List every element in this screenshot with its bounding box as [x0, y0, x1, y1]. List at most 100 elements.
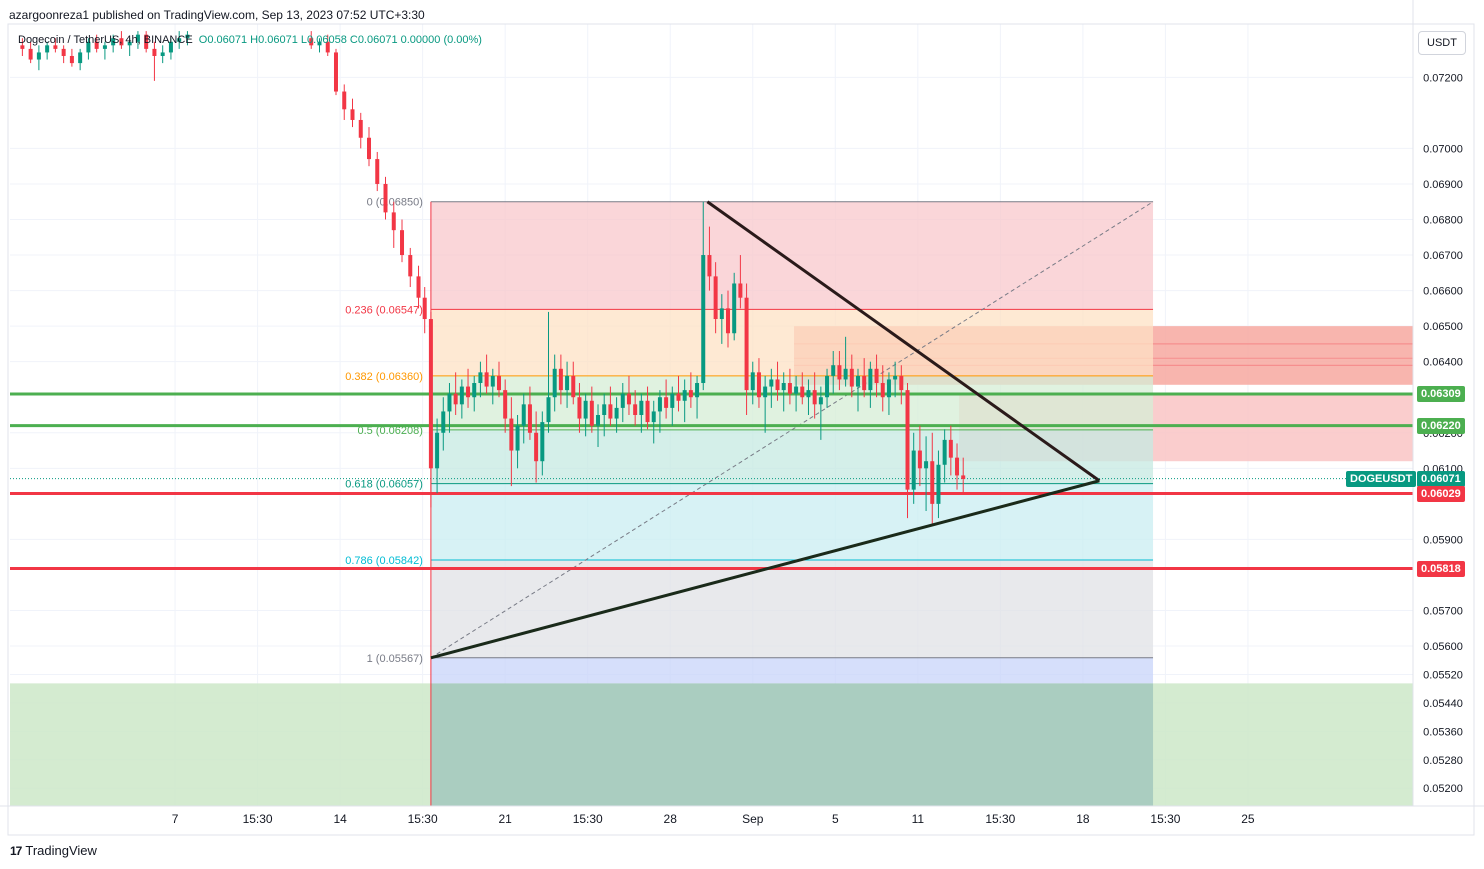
- candle-body: [893, 375, 898, 380]
- candle-body: [880, 383, 885, 398]
- candle-body: [924, 461, 929, 469]
- candle-body: [94, 41, 99, 49]
- fib-band: [430, 657, 1154, 684]
- time-tick-label: 15:30: [1150, 812, 1180, 826]
- candle-body: [818, 397, 823, 405]
- fib-level-label: 0.382 (0.06360): [345, 371, 423, 383]
- fib-band: [430, 483, 1154, 561]
- fib-band: [430, 429, 1154, 484]
- candle-body: [391, 212, 396, 231]
- candle-body: [961, 475, 966, 479]
- candle-body: [942, 439, 947, 465]
- candle-body: [726, 308, 731, 334]
- candle-body: [596, 415, 601, 426]
- price-tick-label: 0.05600: [1423, 641, 1463, 653]
- candle-body: [775, 379, 780, 391]
- candle-body: [738, 283, 743, 298]
- price-tick-label: 0.07200: [1423, 72, 1463, 84]
- fib-band: [430, 375, 1154, 430]
- candle-body: [325, 41, 330, 53]
- candle-body: [177, 38, 182, 42]
- candle-body: [478, 372, 483, 384]
- time-tick-label: 15:30: [243, 812, 273, 826]
- candle-body: [333, 52, 338, 92]
- price-tick-label: 0.05520: [1423, 669, 1463, 681]
- candle-body: [651, 411, 656, 423]
- candle-body: [608, 404, 613, 419]
- fib-level-label: 0.618 (0.06057): [345, 479, 423, 491]
- candle-body: [367, 137, 372, 160]
- price-tick-label: 0.05200: [1423, 783, 1463, 795]
- candle-body: [135, 34, 140, 42]
- candle-body: [515, 425, 520, 451]
- candle-body: [936, 464, 941, 504]
- candle-body: [688, 390, 693, 398]
- candle-body: [119, 38, 124, 46]
- candle-body: [701, 255, 706, 384]
- price-label: 0.06309: [1417, 386, 1465, 403]
- candle-body: [102, 45, 107, 49]
- candle-body: [185, 34, 190, 39]
- candle-body: [831, 365, 836, 376]
- price-tick-label: 0.05700: [1423, 606, 1463, 618]
- candle-body: [806, 390, 811, 398]
- candle-body: [400, 230, 405, 256]
- candle-body: [676, 393, 681, 401]
- candle-body: [350, 109, 355, 120]
- candle-body: [868, 368, 873, 391]
- candle-body: [565, 375, 570, 391]
- candle-body: [422, 297, 427, 320]
- candle-body: [670, 393, 675, 408]
- candle-body: [558, 368, 563, 391]
- candle-body: [552, 368, 557, 398]
- candle-body: [509, 418, 514, 451]
- horizontal-lines[interactable]: [10, 392, 1413, 571]
- candle-body: [317, 41, 322, 46]
- candle-body: [695, 383, 700, 398]
- candle-body: [521, 404, 526, 426]
- fib-level-label: 1 (0.05567): [367, 653, 423, 665]
- time-tick-label: 5: [832, 812, 839, 826]
- candle-body: [111, 38, 116, 46]
- candle-body: [911, 450, 916, 490]
- candle-body: [459, 386, 464, 405]
- fib-trend-line: [430, 201, 1154, 659]
- candle-body: [375, 159, 380, 184]
- candle-body: [862, 375, 867, 391]
- candle-body: [168, 41, 173, 53]
- price-tick-label: 0.05440: [1423, 698, 1463, 710]
- candle-body: [160, 52, 165, 56]
- candle-body: [69, 55, 74, 64]
- price-tick-label: 0.06700: [1423, 250, 1463, 262]
- candle-body: [534, 432, 539, 462]
- candle-body: [45, 45, 50, 53]
- currency-button[interactable]: USDT: [1418, 31, 1466, 55]
- fib-band: [430, 683, 1154, 806]
- candle-body: [781, 383, 786, 391]
- candle-body: [955, 457, 960, 476]
- candle-body: [633, 404, 638, 415]
- candle-body: [787, 383, 792, 394]
- price-label: 0.06071: [1417, 470, 1465, 487]
- candle-body: [886, 379, 891, 398]
- candle-body: [408, 255, 413, 277]
- tradingview-footer[interactable]: 17 TradingView: [10, 843, 97, 858]
- candle-body: [490, 375, 495, 387]
- candle-body: [466, 386, 471, 398]
- candle-body: [750, 372, 755, 391]
- price-tick-label: 0.06800: [1423, 215, 1463, 227]
- fib-retracement[interactable]: 0 (0.06850) 0.236 (0.06547) 0.382 (0.06360…: [345, 197, 1154, 806]
- candle-body: [602, 404, 607, 415]
- candle-body: [86, 41, 91, 53]
- candle-body: [874, 368, 879, 384]
- time-tick-label: 15:30: [408, 812, 438, 826]
- symbol-legend: Dogecoin / TetherUS, 4h, BINANCE O0.0607…: [18, 34, 482, 46]
- candle-body: [732, 283, 737, 334]
- candle-body: [496, 375, 501, 391]
- price-tick-label: 0.07000: [1423, 143, 1463, 155]
- candle-body: [571, 375, 576, 398]
- time-tick-label: 7: [172, 812, 179, 826]
- triangle-pattern[interactable]: [430, 200, 1101, 660]
- candle-body: [682, 390, 687, 401]
